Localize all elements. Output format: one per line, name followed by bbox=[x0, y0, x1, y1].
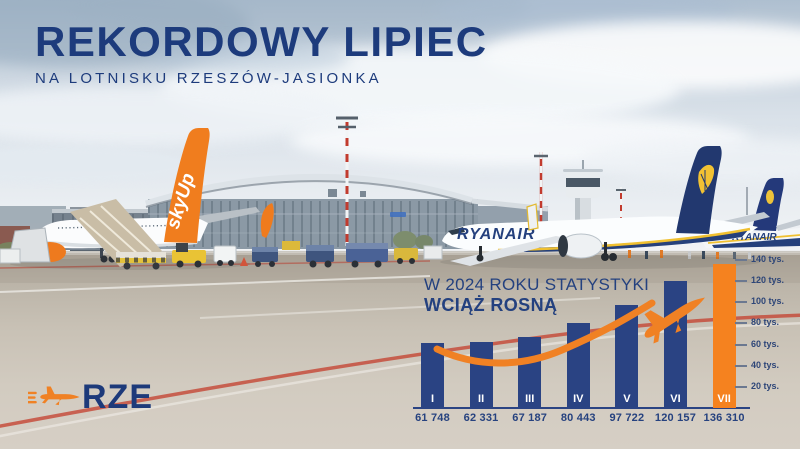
y-axis-tick-label: 100 tys. bbox=[751, 296, 785, 307]
y-axis-tick bbox=[735, 343, 747, 346]
chart-baseline bbox=[413, 407, 750, 409]
ryanair-title: RYANAIR bbox=[457, 226, 535, 243]
bar-month-III: III bbox=[518, 336, 542, 408]
ryanair-background-title: RYANAIR bbox=[732, 232, 777, 243]
page-title: REKORDOWY LIPIEC bbox=[35, 18, 488, 65]
bar-value-label: 97 722 bbox=[609, 412, 645, 424]
boarding-stairs bbox=[0, 199, 166, 270]
bar-category-label: III bbox=[525, 392, 535, 405]
y-axis-tick bbox=[735, 322, 747, 325]
clouds bbox=[0, 0, 800, 183]
y-axis-tick-label: 60 tys. bbox=[751, 338, 780, 349]
rze-logo-text: RZE bbox=[82, 378, 153, 416]
y-axis-tick bbox=[735, 385, 747, 388]
bar-month-VII: VII bbox=[712, 263, 736, 408]
rze-plane-icon bbox=[28, 386, 80, 406]
y-axis-tick bbox=[735, 364, 747, 367]
bar-category-label: VI bbox=[670, 392, 681, 405]
bar-value-label: 120 157 bbox=[654, 412, 697, 424]
ground-staff bbox=[628, 250, 751, 259]
bar-month-II: II bbox=[469, 342, 493, 408]
bar-category-label: IV bbox=[573, 392, 584, 405]
y-axis-tick bbox=[735, 259, 747, 261]
bar-category-label: VII bbox=[717, 392, 731, 405]
masthead: REKORDOWY LIPIEC NA LOTNISKU RZESZÓW-JAS… bbox=[35, 18, 488, 88]
bar-value-label: 80 443 bbox=[560, 412, 596, 424]
bar-category-label: I bbox=[430, 392, 435, 405]
bar-value-label: 67 187 bbox=[512, 412, 548, 424]
bar-month-V: V bbox=[615, 304, 639, 408]
bar-value-label: 62 331 bbox=[463, 412, 499, 424]
bar-month-I: I bbox=[421, 342, 444, 408]
bar-value-label: 136 310 bbox=[703, 412, 745, 424]
bar-value-label: 61 748 bbox=[415, 412, 450, 424]
ground-vehicles bbox=[172, 241, 443, 268]
bar-category-label: V bbox=[623, 392, 631, 405]
bar-category-label: II bbox=[478, 392, 485, 405]
bar-month-VI: VI bbox=[664, 280, 687, 408]
y-axis-tick bbox=[735, 280, 747, 283]
y-axis-tick-label: 120 tys. bbox=[751, 275, 785, 286]
y-axis-tick-label: 140 tys. bbox=[751, 254, 785, 264]
ryanair-plane: RYANAIR bbox=[440, 146, 770, 269]
y-axis-tick-label: 40 tys. bbox=[751, 359, 780, 370]
rze-logo: RZE bbox=[28, 377, 153, 417]
chart-heading-line1: W 2024 ROKU STATYSTYKI bbox=[424, 275, 650, 294]
y-axis-tick-label: 20 tys. bbox=[751, 380, 780, 391]
bar-month-IV: IV bbox=[566, 322, 590, 408]
page-subtitle: NA LOTNISKU RZESZÓW-JASIONKA bbox=[35, 70, 382, 88]
y-axis-tick-label: 80 tys. bbox=[751, 317, 780, 328]
y-axis-tick bbox=[735, 301, 747, 304]
